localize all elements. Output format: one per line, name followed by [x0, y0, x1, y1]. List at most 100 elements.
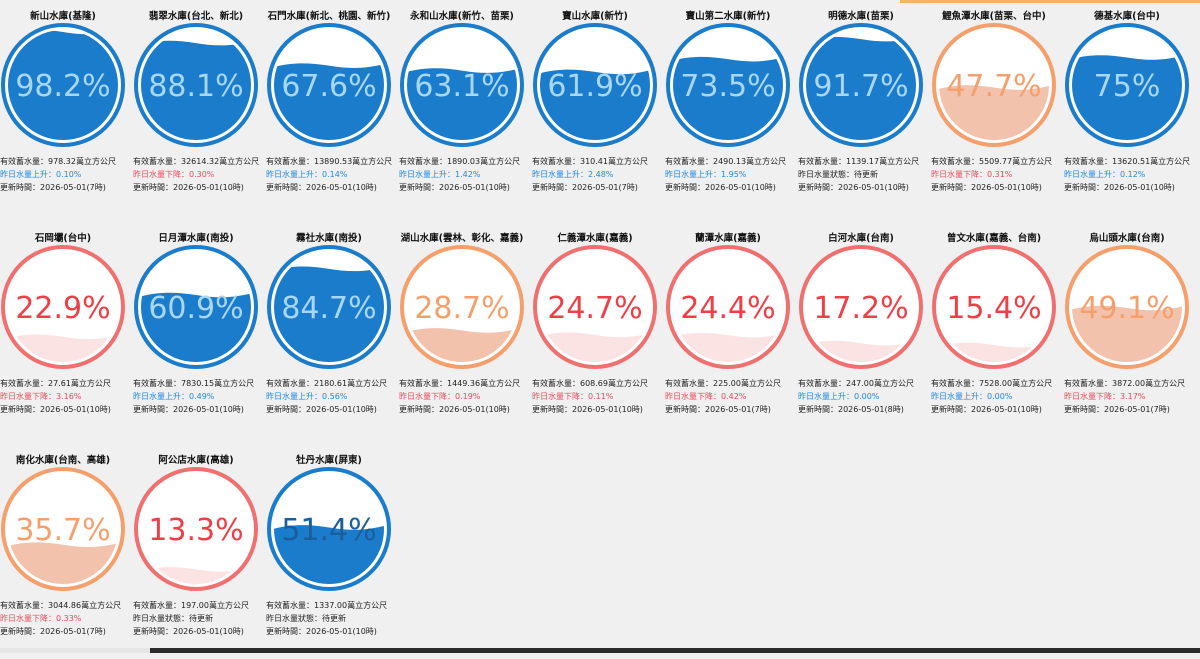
- effective-storage: 有效蓄水量：2490.13萬立方公尺: [665, 157, 787, 166]
- water-level-gauge: 22.9%: [1, 245, 125, 369]
- water-fill: [540, 68, 650, 140]
- effective-storage: 有效蓄水量：1139.17萬立方公尺: [798, 157, 920, 166]
- reservoir-card[interactable]: 阿公店水庫(高雄) 13.3% 有效蓄水量：197.00萬立方公尺 昨日水量狀態：待更…: [133, 444, 266, 659]
- reservoir-name: 湖山水庫(雲林、彰化、嘉義): [400, 233, 524, 244]
- reservoir-card[interactable]: 永和山水庫(新竹、苗栗) 63.1% 有效蓄水量：1890.03萬立方公尺 昨日水量上…: [399, 0, 532, 215]
- reservoir-card[interactable]: 牡丹水庫(屏東) 51.4% 有效蓄水量：1337.00萬立方公尺 昨日水量狀態：待更…: [266, 444, 399, 659]
- reservoir-name: 霧社水庫(南投): [296, 233, 362, 244]
- reservoir-card[interactable]: 白河水庫(台南) 17.2% 有效蓄水量：247.00萬立方公尺 昨日水量上升：0.0…: [798, 222, 931, 437]
- update-time: 更新時間：2026-05-01(10時): [665, 183, 776, 192]
- reservoir-card[interactable]: 鯉魚潭水庫(苗栗、台中) 47.7% 有效蓄水量：5509.77萬立方公尺 昨日水量下…: [931, 0, 1064, 215]
- reservoir-card[interactable]: 石岡壩(台中) 22.9% 有效蓄水量：27.61萬立方公尺 昨日水量下降：3.16%…: [0, 222, 133, 437]
- update-time: 更新時間：2026-05-01(10時): [532, 405, 643, 414]
- daily-change: 昨日水量狀態：待更新: [798, 170, 878, 179]
- bottom-taskbar: [0, 648, 1200, 653]
- effective-storage: 有效蓄水量：32614.32萬立方公尺: [133, 157, 260, 166]
- reservoir-card[interactable]: 烏山頭水庫(台南) 49.1% 有效蓄水量：3872.00萬立方公尺 昨日水量下降：3…: [1064, 222, 1197, 437]
- daily-change: 昨日水量下降：0.31%: [931, 170, 1013, 179]
- reservoir-card[interactable]: 蘭潭水庫(嘉義) 24.4% 有效蓄水量：225.00萬立方公尺 昨日水量下降：0.4…: [665, 222, 798, 437]
- effective-storage: 有效蓄水量：3872.00萬立方公尺: [1064, 379, 1186, 388]
- reservoir-card[interactable]: 德基水庫(台中) 75% 有效蓄水量：13620.51萬立方公尺 昨日水量上升：0.1…: [1064, 0, 1197, 215]
- effective-storage: 有效蓄水量：27.61萬立方公尺: [0, 379, 111, 388]
- percent-label: 24.4%: [680, 291, 775, 326]
- effective-storage: 有效蓄水量：1337.00萬立方公尺: [266, 601, 388, 610]
- percent-label: 22.9%: [15, 291, 110, 326]
- reservoir-card[interactable]: 南化水庫(台南、高雄) 35.7% 有效蓄水量：3044.86萬立方公尺 昨日水量下降…: [0, 444, 133, 659]
- percent-label: 13.3%: [148, 513, 243, 548]
- water-fill: [274, 62, 384, 140]
- reservoir-info: 有效蓄水量：32614.32萬立方公尺 昨日水量下降：0.30% 更新時間：2026…: [133, 155, 266, 194]
- reservoir-card[interactable]: 仁義潭水庫(嘉義) 24.7% 有效蓄水量：608.69萬立方公尺 昨日水量下降：0.…: [532, 222, 665, 437]
- reservoir-name: 德基水庫(台中): [1094, 11, 1160, 22]
- percent-label: 15.4%: [946, 291, 1041, 326]
- water-level-gauge: 24.4%: [666, 245, 790, 369]
- reservoir-name: 蘭潭水庫(嘉義): [695, 233, 761, 244]
- water-level-gauge: 47.7%: [932, 23, 1056, 147]
- effective-storage: 有效蓄水量：978.32萬立方公尺: [0, 157, 116, 166]
- effective-storage: 有效蓄水量：13890.53萬立方公尺: [266, 157, 393, 166]
- percent-label: 49.1%: [1079, 291, 1174, 326]
- update-time: 更新時間：2026-05-01(7時): [1064, 405, 1170, 414]
- percent-label: 75%: [1094, 69, 1161, 104]
- water-level-gauge: 88.1%: [134, 23, 258, 147]
- daily-change: 昨日水量下降：0.19%: [399, 392, 481, 401]
- reservoir-card[interactable]: 霧社水庫(南投) 84.7% 有效蓄水量：2180.61萬立方公尺 昨日水量上升：0.…: [266, 222, 399, 437]
- reservoir-card[interactable]: 寶山水庫(新竹) 61.9% 有效蓄水量：310.41萬立方公尺 昨日水量上升：2.4…: [532, 0, 665, 215]
- percent-label: 67.6%: [281, 69, 376, 104]
- reservoir-name: 明德水庫(苗栗): [828, 11, 894, 22]
- reservoir-card[interactable]: 明德水庫(苗栗) 91.7% 有效蓄水量：1139.17萬立方公尺 昨日水量狀態：待更…: [798, 0, 931, 215]
- daily-change: 昨日水量上升：0.00%: [931, 392, 1013, 401]
- reservoir-card[interactable]: 曾文水庫(嘉義、台南) 15.4% 有效蓄水量：7528.00萬立方公尺 昨日水量上升…: [931, 222, 1064, 437]
- water-level-gauge: 61.9%: [533, 23, 657, 147]
- reservoir-card[interactable]: 石門水庫(新北、桃園、新竹) 67.6% 有效蓄水量：13890.53萬立方公尺 昨日…: [266, 0, 399, 215]
- daily-change: 昨日水量上升：1.95%: [665, 170, 747, 179]
- effective-storage: 有效蓄水量：3044.86萬立方公尺: [0, 601, 122, 610]
- reservoir-card[interactable]: 寶山第二水庫(新竹) 73.5% 有效蓄水量：2490.13萬立方公尺 昨日水量上升：…: [665, 0, 798, 215]
- effective-storage: 有效蓄水量：7528.00萬立方公尺: [931, 379, 1053, 388]
- daily-change: 昨日水量上升：1.42%: [399, 170, 481, 179]
- update-time: 更新時間：2026-05-01(10時): [133, 405, 244, 414]
- percent-label: 51.4%: [281, 513, 376, 548]
- daily-change: 昨日水量下降：0.33%: [0, 614, 82, 623]
- percent-label: 98.2%: [15, 69, 110, 104]
- water-level-gauge: 98.2%: [1, 23, 125, 147]
- water-level-gauge: 60.9%: [134, 245, 258, 369]
- reservoir-name: 白河水庫(台南): [828, 233, 894, 244]
- reservoir-name: 永和山水庫(新竹、苗栗): [410, 11, 514, 22]
- reservoir-info: 有效蓄水量：608.69萬立方公尺 昨日水量下降：0.11% 更新時間：2026-0…: [532, 377, 665, 416]
- reservoir-info: 有效蓄水量：3872.00萬立方公尺 昨日水量下降：3.17% 更新時間：2026-…: [1064, 377, 1197, 416]
- water-level-gauge: 28.7%: [400, 245, 524, 369]
- reservoir-card[interactable]: 日月潭水庫(南投) 60.9% 有效蓄水量：7830.15萬立方公尺 昨日水量上升：0…: [133, 222, 266, 437]
- daily-change: 昨日水量狀態：待更新: [266, 614, 346, 623]
- water-level-gauge: 35.7%: [1, 467, 125, 591]
- daily-change: 昨日水量上升：2.48%: [532, 170, 614, 179]
- effective-storage: 有效蓄水量：13620.51萬立方公尺: [1064, 157, 1191, 166]
- reservoir-info: 有效蓄水量：978.32萬立方公尺 昨日水量上升：0.10% 更新時間：2026-0…: [0, 155, 133, 194]
- reservoir-info: 有效蓄水量：1337.00萬立方公尺 昨日水量狀態：待更新更新時間：2026-05…: [266, 599, 399, 638]
- reservoir-card[interactable]: 湖山水庫(雲林、彰化、嘉義) 28.7% 有效蓄水量：1449.36萬立方公尺 昨日水…: [399, 222, 532, 437]
- percent-label: 24.7%: [547, 291, 642, 326]
- update-time: 更新時間：2026-05-01(10時): [133, 627, 244, 636]
- reservoir-name: 石岡壩(台中): [34, 233, 92, 244]
- percent-label: 91.7%: [813, 69, 908, 104]
- reservoir-card[interactable]: 翡翠水庫(台北、新北) 88.1% 有效蓄水量：32614.32萬立方公尺 昨日水量下…: [133, 0, 266, 215]
- water-level-gauge: 24.7%: [533, 245, 657, 369]
- water-level-gauge: 13.3%: [134, 467, 258, 591]
- effective-storage: 有效蓄水量：247.00萬立方公尺: [798, 379, 914, 388]
- percent-label: 61.9%: [547, 69, 642, 104]
- update-time: 更新時間：2026-05-01(10時): [399, 405, 510, 414]
- effective-storage: 有效蓄水量：310.41萬立方公尺: [532, 157, 648, 166]
- update-time: 更新時間：2026-05-01(10時): [266, 627, 377, 636]
- update-time: 更新時間：2026-05-01(7時): [0, 183, 106, 192]
- reservoir-info: 有效蓄水量：27.61萬立方公尺 昨日水量下降：3.16% 更新時間：2026-05…: [0, 377, 133, 416]
- percent-label: 47.7%: [946, 69, 1041, 104]
- daily-change: 昨日水量下降：0.11%: [532, 392, 614, 401]
- reservoir-name: 寶山水庫(新竹): [562, 11, 628, 22]
- water-level-gauge: 67.6%: [267, 23, 391, 147]
- daily-change: 昨日水量上升：0.12%: [1064, 170, 1146, 179]
- reservoir-info: 有效蓄水量：2490.13萬立方公尺 昨日水量上升：1.95% 更新時間：2026-…: [665, 155, 798, 194]
- effective-storage: 有效蓄水量：7830.15萬立方公尺: [133, 379, 255, 388]
- water-level-gauge: 15.4%: [932, 245, 1056, 369]
- reservoir-card[interactable]: 新山水庫(基隆) 98.2% 有效蓄水量：978.32萬立方公尺 昨日水量上升：0.1…: [0, 0, 133, 215]
